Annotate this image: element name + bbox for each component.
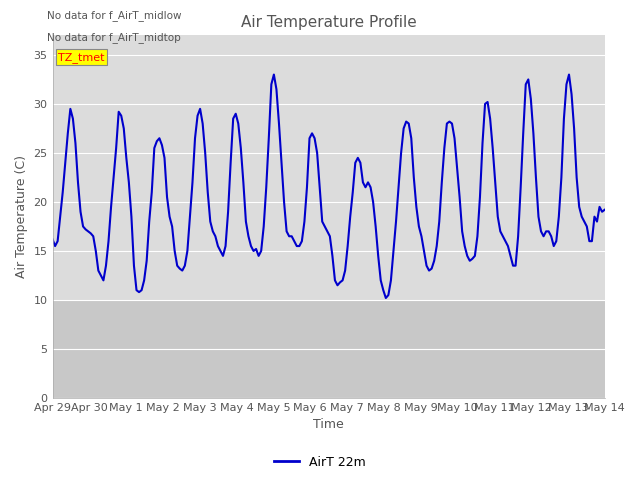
X-axis label: Time: Time (313, 419, 344, 432)
Text: No data for f_AirT_midtop: No data for f_AirT_midtop (47, 32, 180, 43)
Title: Air Temperature Profile: Air Temperature Profile (241, 15, 417, 30)
Bar (52, 104, 605, 300)
Text: No data for f_AirT_midlow: No data for f_AirT_midlow (47, 10, 182, 21)
Y-axis label: Air Temperature (C): Air Temperature (C) (15, 155, 28, 278)
Bar (52, 300, 605, 398)
Legend: AirT 22m: AirT 22m (269, 451, 371, 474)
Bar (52, 36, 605, 104)
Text: TZ_tmet: TZ_tmet (58, 52, 104, 62)
